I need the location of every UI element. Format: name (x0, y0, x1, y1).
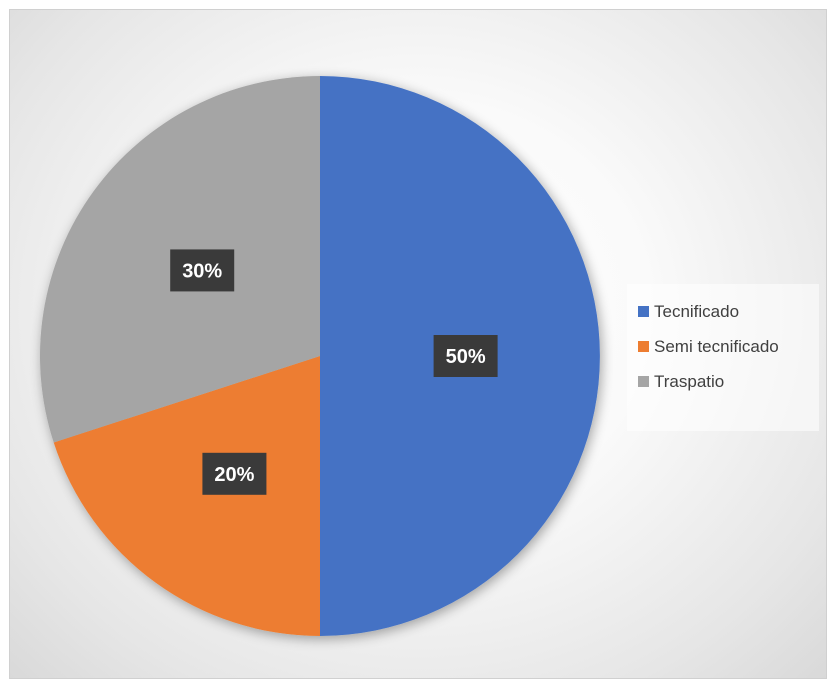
legend-item-semi-tecnificado: Semi tecnificado (638, 329, 819, 364)
legend: Tecnificado Semi tecnificado Traspatio (627, 284, 819, 431)
data-label-box-tecnificado (433, 335, 498, 377)
data-label-text-traspatio: 30% (182, 260, 222, 282)
legend-label-semi-tecnificado: Semi tecnificado (654, 336, 779, 356)
data-label-box-traspatio (170, 249, 235, 292)
legend-label-tecnificado: Tecnificado (654, 301, 740, 321)
legend-swatch-tecnificado (638, 306, 649, 317)
legend-swatch-traspatio (638, 376, 649, 387)
data-label-text-tecnificado: 50% (446, 346, 486, 368)
data-label-text-semi-tecnificado: 20% (214, 464, 254, 486)
pie-chart: 50% 20% 30% (39, 76, 600, 636)
legend-item-tecnificado: Tecnificado (638, 294, 819, 329)
data-label-tecnificado: 50% (433, 335, 498, 377)
chart-area: 50% 20% 30% Tecnificado Semi tecnificado T… (9, 9, 827, 679)
data-label-box-semi-tecnificado (202, 452, 267, 495)
legend-item-traspatio: Traspatio (638, 364, 819, 399)
legend-swatch-semi-tecnificado (638, 341, 649, 352)
data-label-traspatio: 30% (170, 249, 235, 292)
pie-slice-semi-tecnificado (53, 356, 321, 636)
legend-label-traspatio: Traspatio (654, 371, 725, 391)
pie-slices (39, 76, 600, 636)
data-label-semi-tecnificado: 20% (202, 452, 267, 495)
